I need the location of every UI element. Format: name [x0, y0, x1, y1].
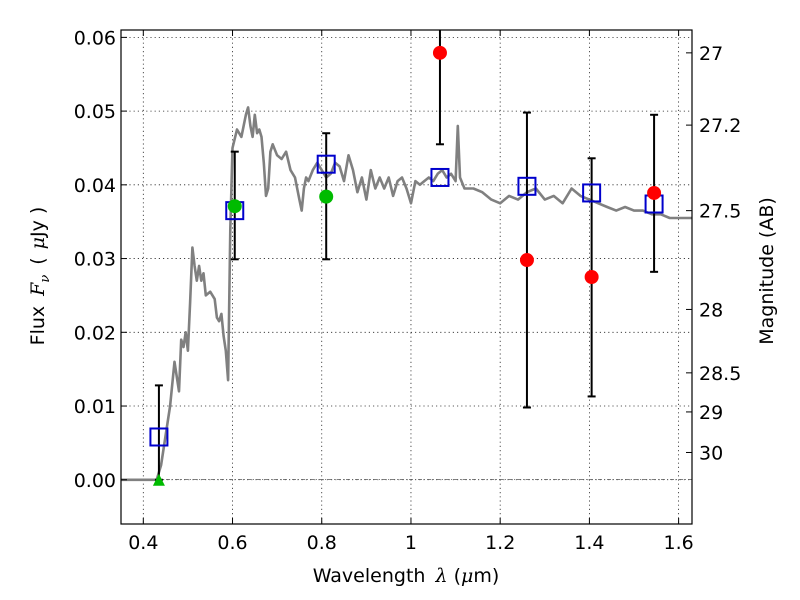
x-tick-label: 1 [405, 532, 417, 554]
y-axis-label-unit-open: ( [27, 257, 49, 264]
model-square-marker [149, 427, 169, 447]
red-data-point [647, 185, 662, 200]
magnitude-axis-label: Magnitude (AB) [756, 197, 778, 345]
model-square-marker [316, 154, 336, 174]
magnitude-tick-label: 27 [699, 43, 723, 65]
x-tick-label: 0.4 [128, 532, 158, 554]
red-data-point [584, 270, 599, 284]
green-data-points [152, 189, 334, 486]
green-data-point [319, 189, 334, 204]
y-axis-label: Flux Fν ( μJy ) [27, 207, 53, 346]
green-data-point [227, 199, 242, 214]
magnitude-tick-label: 28 [699, 299, 723, 321]
x-axis-label-unit-rest: m) [473, 565, 499, 587]
x-tick-label: 1.2 [485, 532, 515, 554]
magnitude-axis-ticks: 27 27.2 27.5 28 28.5 29 30 [686, 43, 741, 464]
y-axis-ticks: 0.00 0.01 0.02 0.03 0.04 0.05 0.06 [74, 27, 127, 492]
y-tick-label: 0.03 [74, 249, 116, 271]
model-spectrum-line [121, 106, 692, 482]
magnitude-tick-label: 27.2 [699, 115, 741, 137]
y-tick-label: 0.04 [74, 175, 116, 197]
x-axis-label-text: Wavelength [313, 565, 426, 587]
model-square-marker [517, 176, 537, 196]
x-tick-label: 1.4 [574, 532, 604, 554]
y-axis-label-unit-mu: μ [27, 237, 49, 249]
x-tick-label: 0.6 [217, 532, 247, 554]
x-axis-ticks: 0.4 0.6 0.8 1 1.2 1.4 1.6 [128, 30, 694, 554]
model-square-marker [430, 167, 450, 187]
x-axis-label: Wavelength λ (μm) [313, 565, 500, 587]
y-tick-label: 0.02 [74, 322, 116, 344]
model-square-marker [582, 183, 602, 203]
y-axis-label-unit-rest: Jy ) [27, 207, 49, 238]
grid-lines [121, 30, 692, 524]
red-data-points [432, 45, 662, 284]
x-axis-label-unit-open: ( [454, 565, 461, 587]
magnitude-tick-label: 27.5 [699, 201, 741, 223]
y-axis-label-symbol: F [27, 282, 49, 297]
y-tick-label: 0.01 [74, 396, 116, 418]
x-tick-label: 1.6 [664, 532, 694, 554]
model-square-markers [149, 154, 664, 447]
x-tick-label: 0.8 [307, 532, 337, 554]
red-data-point [519, 253, 534, 268]
red-data-point [432, 45, 447, 60]
magnitude-tick-label: 30 [699, 442, 723, 464]
magnitude-tick-label: 28.5 [699, 363, 741, 385]
x-axis-label-unit-mu: μ [461, 565, 473, 587]
green-triangle-point [152, 473, 165, 486]
y-axis-label-subscript: ν [38, 275, 53, 283]
y-tick-label: 0.00 [74, 470, 116, 492]
x-axis-label-symbol: λ [434, 565, 447, 587]
magnitude-tick-label: 29 [699, 402, 723, 424]
y-tick-label: 0.06 [74, 27, 116, 49]
y-tick-label: 0.05 [74, 101, 116, 123]
y-axis-label-text: Flux [27, 306, 49, 346]
plot-frame [120, 29, 693, 525]
